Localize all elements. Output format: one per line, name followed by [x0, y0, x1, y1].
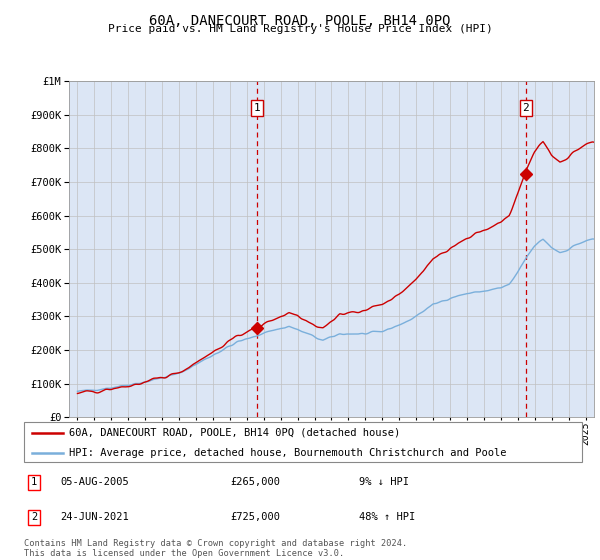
Text: 1: 1 [31, 477, 37, 487]
Text: 1: 1 [253, 103, 260, 113]
FancyBboxPatch shape [24, 422, 582, 462]
Text: £265,000: £265,000 [230, 477, 280, 487]
Text: HPI: Average price, detached house, Bournemouth Christchurch and Poole: HPI: Average price, detached house, Bour… [68, 448, 506, 458]
Text: 9% ↓ HPI: 9% ↓ HPI [359, 477, 409, 487]
Text: 60A, DANECOURT ROAD, POOLE, BH14 0PQ: 60A, DANECOURT ROAD, POOLE, BH14 0PQ [149, 14, 451, 28]
Text: 2: 2 [523, 103, 529, 113]
Text: 48% ↑ HPI: 48% ↑ HPI [359, 512, 415, 522]
Text: 24-JUN-2021: 24-JUN-2021 [60, 512, 129, 522]
Text: 05-AUG-2005: 05-AUG-2005 [60, 477, 129, 487]
Text: £725,000: £725,000 [230, 512, 280, 522]
Text: 60A, DANECOURT ROAD, POOLE, BH14 0PQ (detached house): 60A, DANECOURT ROAD, POOLE, BH14 0PQ (de… [68, 428, 400, 438]
Text: Contains HM Land Registry data © Crown copyright and database right 2024.
This d: Contains HM Land Registry data © Crown c… [24, 539, 407, 558]
Text: Price paid vs. HM Land Registry's House Price Index (HPI): Price paid vs. HM Land Registry's House … [107, 24, 493, 34]
Text: 2: 2 [31, 512, 37, 522]
